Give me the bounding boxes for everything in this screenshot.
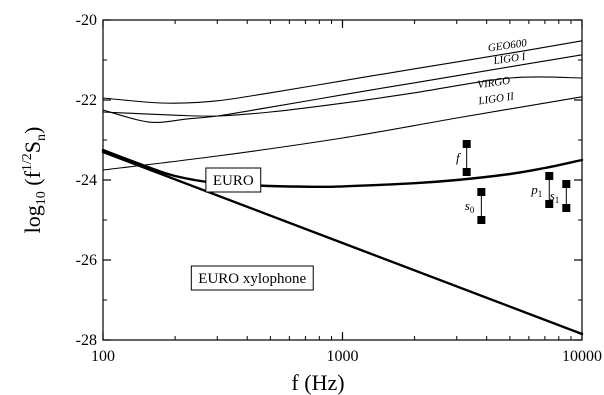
curve-euro <box>101 148 584 189</box>
detector-label-ligo-ii: LIGO II <box>477 90 516 107</box>
mode-marker-s0-label: s0 <box>465 198 475 215</box>
y-axis-title-sup: 1/2 <box>20 153 35 171</box>
mode-point-upper <box>545 172 554 180</box>
y-axis-title-s: S <box>20 141 45 153</box>
y-tick-label: -28 <box>76 332 97 349</box>
box-label-euro: EURO <box>205 167 262 193</box>
mode-point-lower <box>562 204 571 212</box>
box-label-euro-xylophone: EURO xylophone <box>190 265 314 291</box>
y-axis-title: log10 (f1/2Sn) <box>20 127 49 234</box>
curve-euro-xylophone <box>101 150 584 336</box>
y-tick-label: -20 <box>76 12 97 29</box>
mode-marker-f-label: f <box>456 150 462 165</box>
detector-label-geo600: GEO600 <box>487 37 528 54</box>
x-axis-title: f (Hz) <box>291 370 344 395</box>
detector-label-virgo: VIRGO <box>477 75 511 91</box>
curve-virgo <box>102 76 583 117</box>
mode-point-upper <box>562 180 571 188</box>
mode-marker-s0: s0 <box>465 188 486 224</box>
box-label-text: EURO <box>213 173 254 189</box>
box-label-text: EURO xylophone <box>198 271 306 287</box>
mode-marker-s1: s1 <box>550 180 571 212</box>
box-label-frame <box>190 265 314 291</box>
curves <box>101 40 584 336</box>
mode-point-lower <box>545 200 554 208</box>
y-axis-title-n: n <box>34 134 49 141</box>
y-axis-title-open: (f <box>20 170 45 191</box>
mode-point-lower <box>477 216 486 224</box>
detector-label-ligo-i: LIGO I <box>492 51 528 68</box>
mode-point-upper <box>477 188 486 196</box>
y-axis-title-base: log <box>20 205 45 233</box>
mode-marker-f: f <box>456 140 471 176</box>
y-axis-title-sub: 10 <box>34 191 49 205</box>
y-axis-title-close: ) <box>20 127 45 134</box>
y-tick-label: -26 <box>76 252 97 269</box>
x-tick-label: 100 <box>91 348 115 365</box>
curve-ligo-i <box>102 54 583 123</box>
mode-marker-p1: p1 <box>530 172 554 208</box>
x-tick-label: 1000 <box>327 348 359 365</box>
box-label-frame <box>205 167 262 193</box>
tick-marks <box>102 19 583 341</box>
curve-ligo-ii <box>102 96 583 171</box>
mode-point-upper <box>462 140 471 148</box>
tick-labels: 100 1000 10000 -28 -26 -24 -22 -20 <box>76 12 602 365</box>
x-tick-label: 10000 <box>562 348 602 365</box>
mode-point-lower <box>462 168 471 176</box>
mode-marker-s1-label: s1 <box>550 188 560 205</box>
y-tick-label: -24 <box>76 172 97 189</box>
y-tick-label: -22 <box>76 92 97 109</box>
mode-marker-p1-label: p1 <box>530 182 542 199</box>
curve-geo600 <box>102 40 583 104</box>
